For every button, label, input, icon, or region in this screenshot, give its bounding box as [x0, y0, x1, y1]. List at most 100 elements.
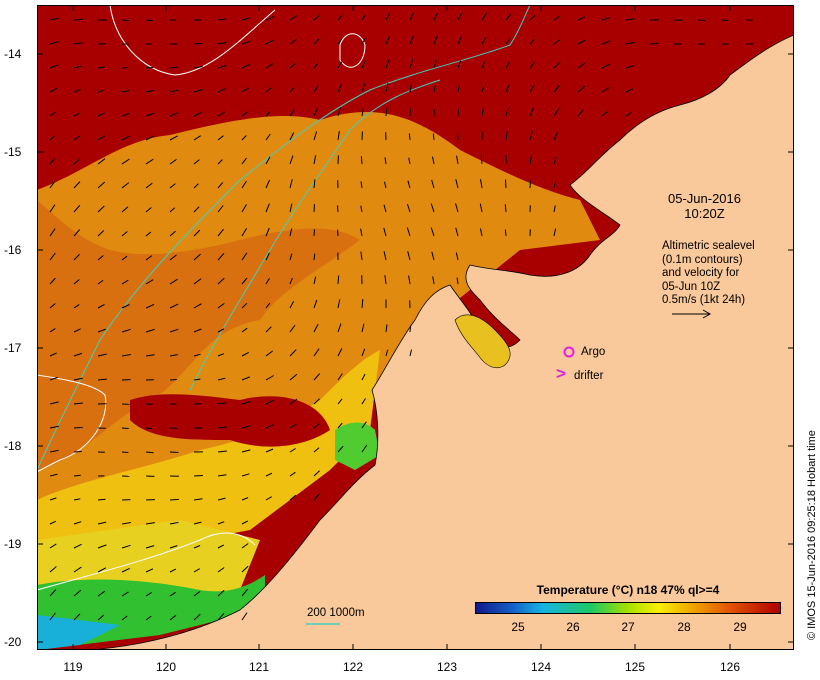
velocity-arrow — [145, 158, 154, 165]
velocity-arrow — [97, 328, 106, 333]
velocity-arrow — [361, 444, 368, 453]
velocity-arrow — [432, 133, 435, 141]
velocity-arrow — [97, 378, 107, 381]
velocity-arrow — [241, 157, 247, 165]
velocity-arrow — [601, 63, 611, 69]
velocity-arrow — [361, 60, 366, 69]
velocity-arrow — [49, 401, 59, 405]
velocity-arrow — [73, 377, 83, 381]
lat-label: -15 — [4, 145, 22, 159]
velocity-arrow — [241, 327, 248, 333]
velocity-arrow — [289, 14, 298, 21]
velocity-arrow — [73, 135, 81, 141]
velocity-arrow — [193, 66, 203, 69]
velocity-arrow — [73, 589, 82, 597]
velocity-arrow — [49, 87, 58, 93]
velocity-arrow — [313, 131, 318, 141]
velocity-arrow — [121, 135, 131, 141]
velocity-arrow — [409, 35, 414, 45]
velocity-arrow — [73, 613, 81, 621]
velocity-arrow — [121, 158, 130, 165]
velocity-arrow — [265, 448, 274, 453]
velocity-arrow — [97, 279, 104, 285]
velocity-arrow — [408, 157, 411, 165]
velocity-arrow — [217, 450, 227, 453]
velocity-arrow — [73, 543, 82, 549]
velocity-arrow — [505, 13, 512, 21]
velocity-arrow — [480, 228, 483, 237]
velocity-arrow — [217, 377, 226, 381]
velocity-arrow — [193, 545, 201, 549]
velocity-arrow — [313, 229, 315, 237]
velocity-arrow — [241, 228, 248, 237]
velocity-arrow — [241, 473, 250, 477]
velocity-arrow — [73, 498, 81, 501]
velocity-arrow — [505, 107, 509, 117]
velocity-arrow — [529, 61, 536, 69]
velocity-arrow — [553, 84, 561, 93]
velocity-arrow — [384, 157, 387, 165]
velocity-arrow — [145, 568, 154, 573]
velocity-arrow — [217, 426, 227, 429]
velocity-arrow — [193, 378, 201, 381]
velocity-arrow — [49, 181, 56, 189]
colorbar-tick: 29 — [733, 620, 747, 634]
velocity-arrow — [406, 227, 411, 237]
velocity-arrow — [169, 135, 178, 141]
velocity-arrow — [457, 85, 460, 93]
velocity-arrow — [121, 206, 129, 213]
velocity-arrow — [121, 67, 129, 69]
velocity-arrow — [432, 276, 435, 285]
velocity-arrow — [360, 181, 363, 189]
velocity-arrow — [385, 107, 388, 117]
velocity-arrow — [480, 179, 483, 189]
velocity-arrow — [337, 14, 343, 21]
velocity-arrow — [384, 181, 387, 189]
velocity-arrow — [577, 39, 586, 45]
velocity-arrow — [385, 13, 391, 21]
velocity-arrow — [360, 251, 363, 261]
velocity-arrow — [217, 41, 227, 45]
lon-label: 126 — [719, 660, 741, 674]
velocity-arrow — [480, 155, 483, 165]
velocity-arrow — [337, 422, 343, 429]
velocity-arrow — [217, 521, 225, 525]
velocity-arrow — [361, 299, 364, 309]
velocity-arrow — [265, 87, 272, 93]
velocity-arrow — [481, 12, 488, 21]
velocity-arrow — [49, 520, 57, 525]
velocity-arrow — [121, 328, 131, 333]
velocity-arrow — [313, 253, 316, 261]
velocity-arrow — [241, 302, 248, 309]
velocity-arrow — [193, 229, 201, 237]
velocity-arrow — [265, 302, 271, 309]
velocity-arrow — [121, 304, 130, 309]
velocity-arrow — [49, 228, 56, 237]
velocity-arrow — [73, 304, 80, 309]
velocity-arrow — [385, 59, 390, 69]
velocity-arrow — [241, 425, 251, 429]
velocity-arrow — [241, 520, 249, 525]
velocity-arrow — [121, 427, 129, 429]
velocity-arrow — [241, 64, 251, 69]
velocity-arrow — [313, 493, 321, 501]
velocity-arrow — [265, 63, 273, 69]
sealevel-contour-2 — [37, 374, 107, 473]
velocity-arrow — [217, 159, 223, 165]
velocity-arrow — [577, 85, 586, 93]
velocity-arrow — [145, 615, 152, 621]
velocity-arrow — [145, 231, 152, 237]
velocity-arrow — [313, 373, 321, 381]
velocity-arrow — [217, 474, 227, 477]
velocity-arrow — [289, 423, 297, 429]
velocity-arrow — [313, 204, 315, 213]
velocity-arrow — [553, 156, 557, 165]
velocity-arrow — [97, 521, 107, 525]
lon-label: 119 — [63, 660, 83, 674]
velocity-arrow — [553, 228, 557, 237]
velocity-arrow — [361, 14, 366, 21]
velocity-arrow — [193, 278, 202, 285]
velocity-arrow — [169, 328, 179, 333]
velocity-arrow — [409, 325, 412, 333]
desc-line: (0.1m contours) — [662, 253, 743, 266]
